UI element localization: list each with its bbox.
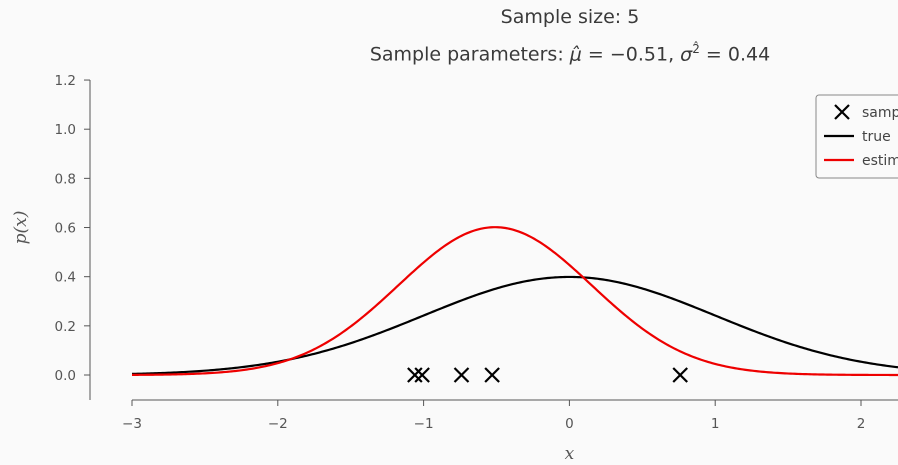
sample-point bbox=[407, 367, 423, 383]
series-line-estimated bbox=[131, 226, 898, 377]
sample-point-stroke bbox=[407, 367, 423, 383]
y-ticks: 0.0 0.2 0.4 0.6 0.8 1.0 1.2 bbox=[55, 73, 90, 384]
x-ticks: −3 −2 −1 0 1 2 bbox=[122, 400, 865, 432]
mu-hat-value: = −0.51, bbox=[581, 43, 681, 66]
legend-item-true: true bbox=[824, 129, 891, 145]
legend-item-samples: samples bbox=[834, 104, 898, 121]
y-tick-label: 1.2 bbox=[55, 73, 76, 89]
sample-point-stroke bbox=[484, 367, 500, 383]
sample-point-stroke bbox=[453, 367, 470, 383]
y-axis-label: p(x) bbox=[11, 211, 31, 245]
y-tick-label: 0.6 bbox=[55, 221, 76, 237]
legend-frame bbox=[815, 94, 898, 179]
legend-item-estimated: estimated bbox=[824, 153, 898, 169]
y-tick-label: 0.8 bbox=[55, 171, 76, 187]
sigma-hat-value: = 0.44 bbox=[699, 43, 771, 66]
series bbox=[131, 226, 898, 383]
x-axis-label: x bbox=[565, 444, 575, 464]
axes bbox=[89, 80, 898, 401]
y-tick-label: 0.4 bbox=[55, 270, 76, 286]
sample-point bbox=[672, 367, 688, 383]
x-tick-label: −1 bbox=[414, 416, 434, 432]
x-tick-label: 2 bbox=[857, 416, 866, 432]
sample-point bbox=[414, 367, 430, 383]
series-line-true bbox=[131, 275, 898, 376]
x-tick-label: −2 bbox=[268, 416, 288, 432]
y-tick-label: 1.0 bbox=[55, 122, 76, 138]
mu-hat-symbol: μ̂ bbox=[569, 43, 582, 66]
x-tick-label: 1 bbox=[711, 416, 720, 432]
legend-label: estimated bbox=[862, 153, 898, 169]
sample-point bbox=[453, 367, 470, 383]
legend-label: samples bbox=[862, 105, 898, 121]
sample-point-stroke bbox=[414, 367, 430, 383]
legend-label: true bbox=[862, 129, 891, 145]
sigma-hat-symbol: σ bbox=[680, 43, 693, 66]
chart-title: Sample size: 5 bbox=[500, 6, 640, 28]
sample-point-stroke bbox=[672, 367, 688, 383]
sample-point bbox=[484, 367, 500, 383]
legend: samples true estimated bbox=[815, 94, 898, 179]
sigma-hat-superscript: 2̂ bbox=[692, 42, 700, 56]
y-tick-label: 0.2 bbox=[55, 319, 76, 335]
legend-marker bbox=[834, 104, 850, 120]
x-tick-label: 0 bbox=[565, 416, 574, 432]
y-tick-label: 0.0 bbox=[55, 368, 76, 384]
subtitle-prefix: Sample parameters: bbox=[369, 43, 570, 66]
chart-subtitle: Sample parameters: μ̂ = −0.51, σ2̂ = 0.4… bbox=[0, 42, 898, 65]
x-tick-label: −3 bbox=[122, 416, 142, 432]
